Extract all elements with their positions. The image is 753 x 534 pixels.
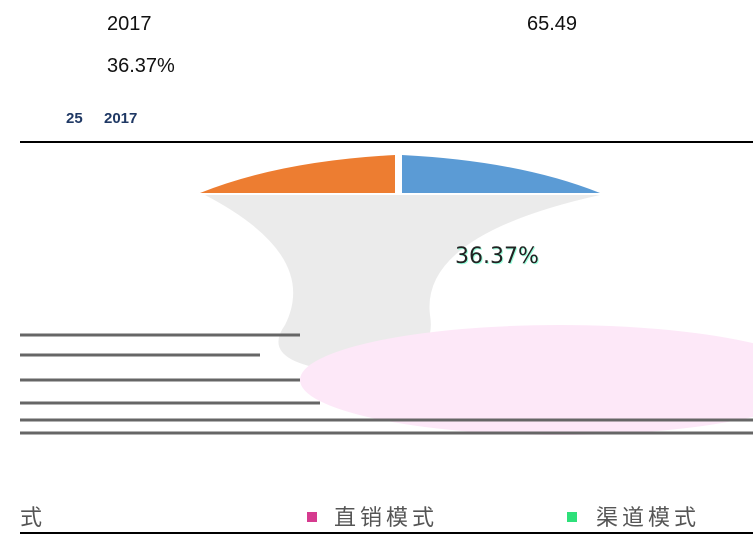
legend-swatch — [567, 512, 577, 522]
caption-year: 2017 — [104, 110, 138, 127]
year-text: 2017 — [107, 13, 152, 35]
legend-label: 直销模式 — [334, 506, 439, 531]
amount-text: 65.49 — [527, 13, 578, 35]
share-text: 36.37% — [107, 55, 175, 77]
blue-slice — [402, 155, 600, 193]
pink-slice — [300, 325, 753, 435]
artifact-lines — [20, 333, 753, 435]
rule — [20, 141, 753, 143]
chart-graphic — [20, 155, 753, 435]
rule — [20, 532, 753, 534]
legend-label: 渠道模式 — [596, 506, 701, 531]
legend-label: 式 — [20, 506, 47, 531]
slice-label: 36.37% — [455, 244, 539, 269]
orange-slice — [200, 155, 395, 193]
legend-swatch — [307, 512, 317, 522]
caption-number: 25 — [66, 110, 83, 127]
gray-region — [205, 195, 600, 371]
